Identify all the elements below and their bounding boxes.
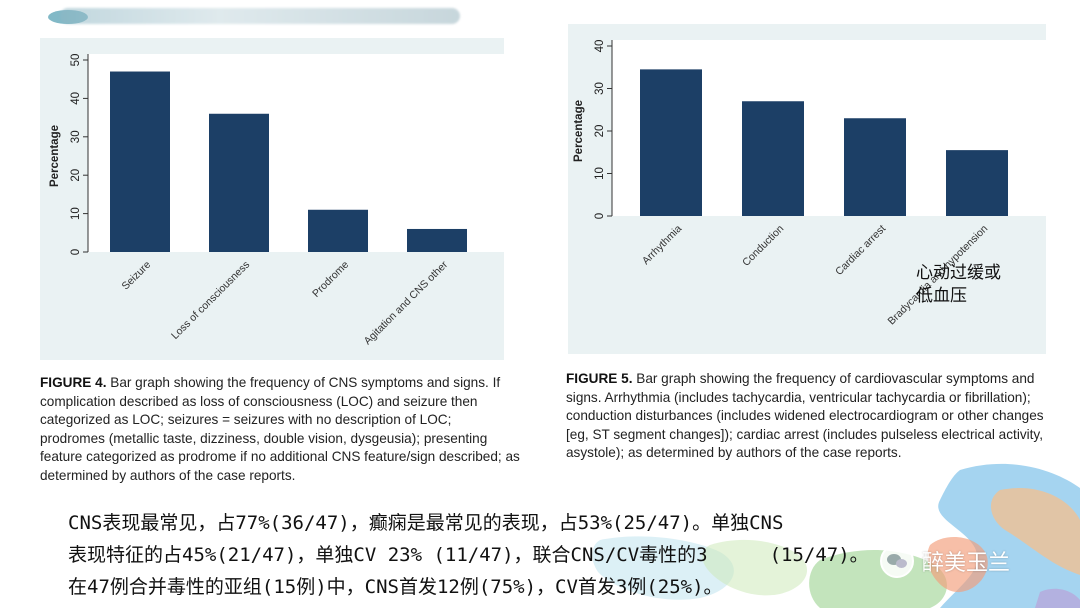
y-tick-label: 0: [70, 249, 82, 255]
y-tick-label: 50: [70, 54, 82, 67]
y-tick-label: 30: [594, 82, 606, 95]
bar: [308, 209, 368, 252]
wechat-icon: [880, 544, 914, 578]
header-text-fragment: [60, 8, 460, 24]
figure4-caption-label: FIGURE 4.: [40, 375, 107, 390]
figure5-chart-panel: 0 10 20 30 40 Percentage Arrhythmia Conduction C…: [568, 24, 1046, 354]
bar: [407, 228, 467, 252]
x-tick-label: Agitation and CNS other: [362, 258, 451, 347]
bar: [946, 150, 1008, 216]
y-tick-label: 30: [70, 130, 82, 143]
y-tick-label: 0: [594, 213, 606, 219]
annotation-line-2: 低血压: [916, 286, 967, 306]
cropped-header-strip: [0, 0, 1080, 30]
watermark: 醉美玉兰: [880, 544, 1010, 578]
x-tick-label: Arrhythmia: [640, 223, 684, 267]
y-tick-label: 20: [70, 169, 82, 182]
y-tick-label: 10: [70, 207, 82, 220]
x-tick-label: Prodrome: [310, 259, 351, 300]
y-axis-label: Percentage: [573, 100, 585, 162]
figure4-caption-text: Bar graph showing the frequency of CNS s…: [40, 375, 520, 483]
figure4-caption: FIGURE 4. Bar graph showing the frequenc…: [40, 374, 520, 485]
summary-line-2: 表现特征的占45%(21/47)，单独CV 23% (11/47)，联合CNS/…: [68, 539, 1068, 571]
figure4-chart-panel: 0 10 20 30 40 50 Percentage Seizure Loss of cons…: [40, 38, 504, 360]
bar: [640, 69, 702, 216]
annotation-line-1: 心动过缓或: [916, 263, 1001, 283]
bar: [209, 113, 269, 252]
x-tick-label: Cardiac arrest: [833, 223, 888, 278]
x-tick-label: Loss of consciousness: [169, 259, 252, 342]
figure5-bar-chart: 0 10 20 30 40 Percentage Arrhythmia Conduction C…: [573, 40, 1046, 327]
summary-line: 在47例合并毒性的亚组(15例)中，CNS首发12例(75%)，CV首发3例(2…: [68, 576, 723, 598]
x-tick-label: Conduction: [740, 223, 786, 269]
figure4-bar-chart: 0 10 20 30 40 50 Percentage Seizure Loss of cons…: [49, 54, 504, 347]
x-tick-label: Seizure: [120, 259, 154, 293]
bar: [110, 71, 170, 252]
bar: [844, 118, 906, 216]
summary-text: CNS表现最常见，占77%(36/47)，癫痫是最常见的表现，占53%(25/4…: [68, 507, 1068, 603]
y-tick-label: 40: [594, 40, 606, 53]
figure5-caption: FIGURE 5. Bar graph showing the frequenc…: [566, 370, 1044, 463]
summary-line: CNS表现最常见，占77%(36/47)，癫痫是最常见的表现，占53%(25/4…: [68, 512, 784, 534]
summary-line-2-tail: (15/47)。: [769, 544, 869, 566]
summary-line-2-text: 表现特征的占45%(21/47)，单独CV 23% (11/47)，联合CNS/…: [68, 544, 708, 566]
bradycardia-annotation: 心动过缓或 低血压: [916, 262, 1001, 308]
watermark-text: 醉美玉兰: [922, 551, 1011, 576]
y-tick-label: 40: [70, 92, 82, 105]
figure5-caption-label: FIGURE 5.: [566, 371, 633, 386]
y-axis-label: Percentage: [49, 125, 61, 187]
figure5-caption-text: Bar graph showing the frequency of cardi…: [566, 371, 1044, 460]
bar: [742, 101, 804, 216]
y-tick-label: 20: [594, 125, 606, 138]
y-tick-label: 10: [594, 167, 606, 180]
